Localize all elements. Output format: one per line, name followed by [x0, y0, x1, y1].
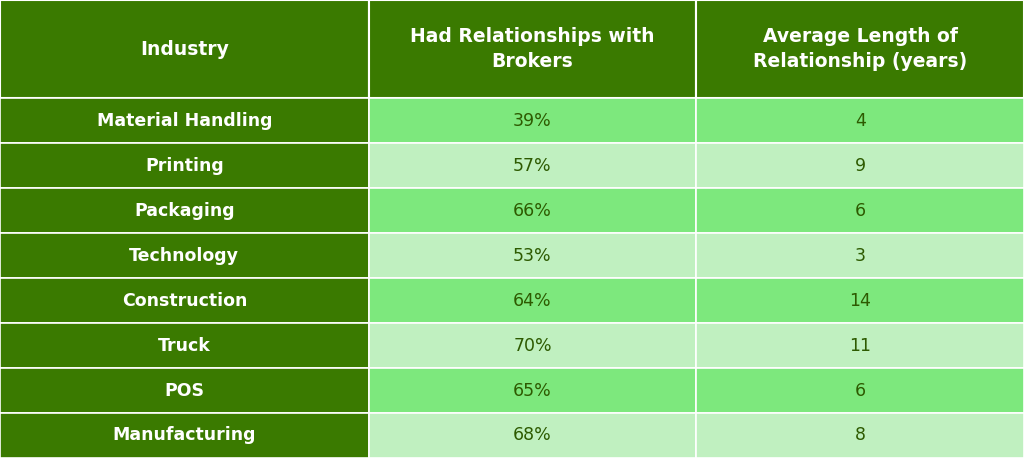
- Bar: [369, 98, 696, 143]
- Bar: [369, 368, 696, 413]
- Text: 65%: 65%: [513, 382, 552, 399]
- Text: 68%: 68%: [513, 426, 552, 444]
- Text: 66%: 66%: [513, 202, 552, 220]
- Bar: [696, 98, 1024, 143]
- Text: 4: 4: [855, 112, 865, 130]
- Bar: [0, 413, 369, 458]
- Bar: [0, 98, 369, 143]
- Bar: [0, 188, 369, 233]
- Bar: [696, 323, 1024, 368]
- Text: Manufacturing: Manufacturing: [113, 426, 256, 444]
- Text: 64%: 64%: [513, 292, 552, 310]
- Bar: [0, 0, 369, 98]
- Text: 6: 6: [855, 382, 865, 399]
- Bar: [696, 233, 1024, 278]
- Bar: [369, 413, 696, 458]
- Text: POS: POS: [164, 382, 205, 399]
- Text: 57%: 57%: [513, 157, 552, 175]
- Text: 6: 6: [855, 202, 865, 220]
- Text: Printing: Printing: [145, 157, 223, 175]
- Bar: [0, 143, 369, 188]
- Bar: [369, 278, 696, 323]
- Bar: [0, 368, 369, 413]
- Text: 39%: 39%: [513, 112, 552, 130]
- Bar: [369, 188, 696, 233]
- Bar: [0, 233, 369, 278]
- Bar: [0, 278, 369, 323]
- Text: Industry: Industry: [140, 40, 228, 59]
- Bar: [0, 323, 369, 368]
- Bar: [369, 0, 696, 98]
- Text: Material Handling: Material Handling: [96, 112, 272, 130]
- Text: Truck: Truck: [158, 337, 211, 354]
- Text: Had Relationships with
Brokers: Had Relationships with Brokers: [411, 27, 654, 71]
- Text: 70%: 70%: [513, 337, 552, 354]
- Text: 53%: 53%: [513, 247, 552, 265]
- Bar: [369, 143, 696, 188]
- Text: 14: 14: [849, 292, 871, 310]
- Bar: [369, 323, 696, 368]
- Bar: [696, 278, 1024, 323]
- Text: Construction: Construction: [122, 292, 247, 310]
- Text: 9: 9: [855, 157, 865, 175]
- Bar: [696, 413, 1024, 458]
- Text: Average Length of
Relationship (years): Average Length of Relationship (years): [753, 27, 968, 71]
- Text: Packaging: Packaging: [134, 202, 234, 220]
- Text: 3: 3: [855, 247, 865, 265]
- Bar: [369, 233, 696, 278]
- Bar: [696, 0, 1024, 98]
- Text: Technology: Technology: [129, 247, 240, 265]
- Text: 8: 8: [855, 426, 865, 444]
- Bar: [696, 368, 1024, 413]
- Bar: [696, 143, 1024, 188]
- Bar: [696, 188, 1024, 233]
- Text: 11: 11: [849, 337, 871, 354]
